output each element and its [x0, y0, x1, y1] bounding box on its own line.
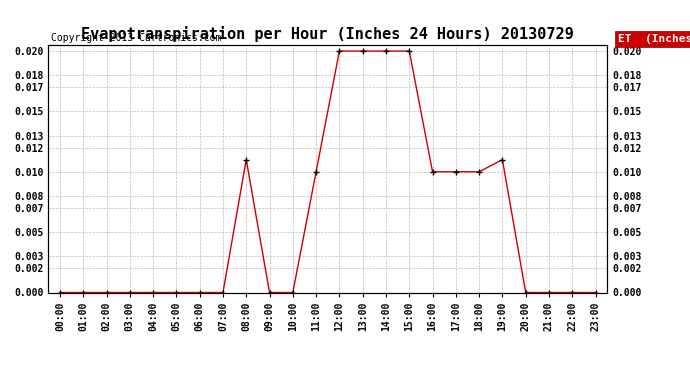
Text: ET  (Inches): ET (Inches): [618, 34, 690, 44]
Text: Copyright 2013 Cartronics.com: Copyright 2013 Cartronics.com: [51, 33, 221, 42]
Title: Evapotranspiration per Hour (Inches 24 Hours) 20130729: Evapotranspiration per Hour (Inches 24 H…: [81, 27, 574, 42]
